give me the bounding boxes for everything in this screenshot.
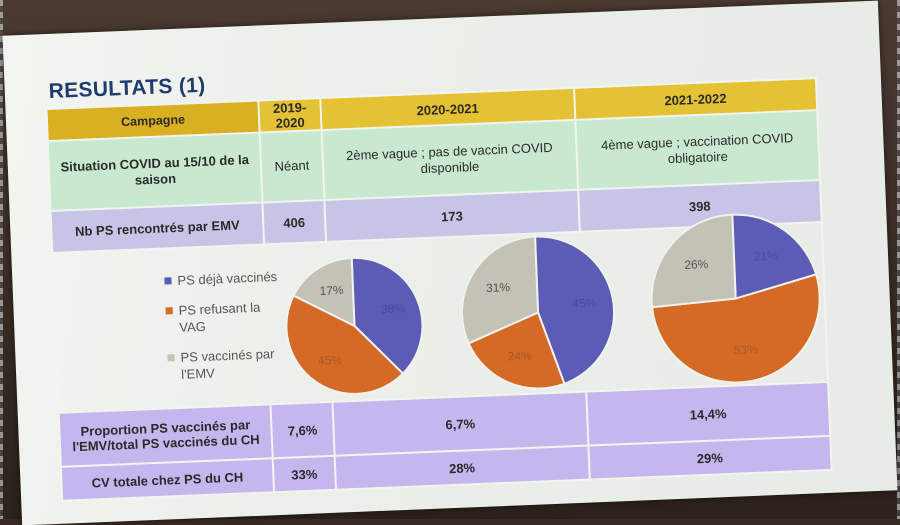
pie-slice xyxy=(533,235,616,386)
pie-slice xyxy=(467,311,566,390)
pie-slice-label: 31% xyxy=(486,280,511,295)
pie-slice xyxy=(461,235,540,345)
pie-slice-label: 21% xyxy=(754,249,779,264)
pie-slice-label: 38% xyxy=(381,301,406,316)
pie-slice xyxy=(292,256,356,328)
pie-slice xyxy=(731,213,818,300)
pie-slice xyxy=(650,213,737,309)
pie-chart: 38% 45% 17% xyxy=(285,256,424,395)
pie-slice xyxy=(651,273,821,384)
pie-slice xyxy=(350,256,424,375)
pie-slice-label: 45% xyxy=(318,353,343,368)
pie-charts: 38% 45% 17% 45% 24% 31% 21% 53% 26% xyxy=(285,213,821,395)
right-edge xyxy=(897,0,900,519)
pie-slice-label: 17% xyxy=(319,283,344,298)
pie-chart: 21% 53% 26% xyxy=(650,213,821,384)
pie-slice-label: 45% xyxy=(572,296,597,311)
pie-chart: 45% 24% 31% xyxy=(461,235,616,390)
pie-slice-label: 24% xyxy=(507,348,532,363)
pie-slice-label: 53% xyxy=(734,342,759,357)
pie-slice-label: 26% xyxy=(684,257,709,272)
pie-slice xyxy=(285,294,405,395)
left-edge xyxy=(0,0,3,519)
